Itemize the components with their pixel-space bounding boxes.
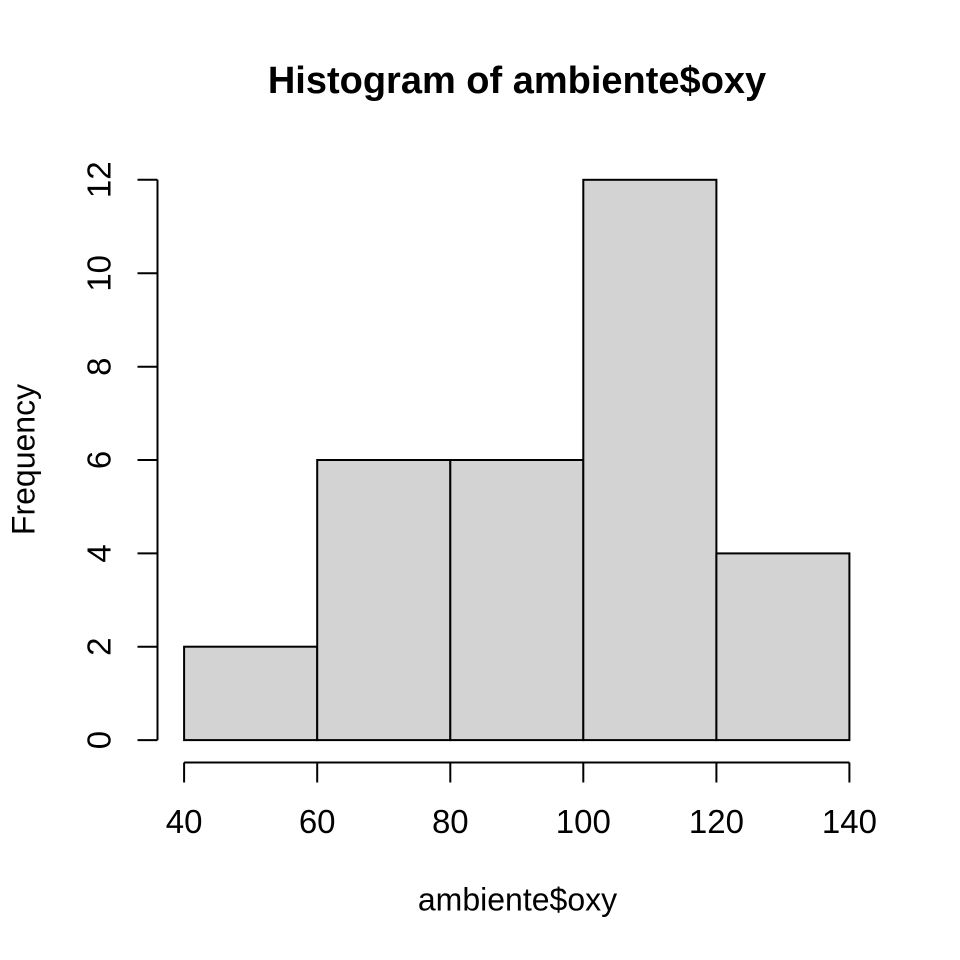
svg-text:0: 0 xyxy=(80,731,117,749)
svg-text:40: 40 xyxy=(166,803,203,840)
svg-text:8: 8 xyxy=(80,358,117,376)
svg-text:120: 120 xyxy=(689,803,744,840)
svg-text:60: 60 xyxy=(299,803,336,840)
svg-text:2: 2 xyxy=(80,638,117,656)
svg-text:140: 140 xyxy=(822,803,877,840)
svg-text:10: 10 xyxy=(80,255,117,292)
svg-text:12: 12 xyxy=(80,161,117,198)
svg-text:4: 4 xyxy=(80,544,117,562)
svg-text:6: 6 xyxy=(80,451,117,469)
svg-text:100: 100 xyxy=(556,803,611,840)
svg-text:80: 80 xyxy=(432,803,469,840)
svg-text:Frequency: Frequency xyxy=(6,384,42,535)
svg-text:ambiente$oxy: ambiente$oxy xyxy=(418,882,617,918)
svg-text:Histogram of ambiente$oxy: Histogram of ambiente$oxy xyxy=(268,60,766,102)
